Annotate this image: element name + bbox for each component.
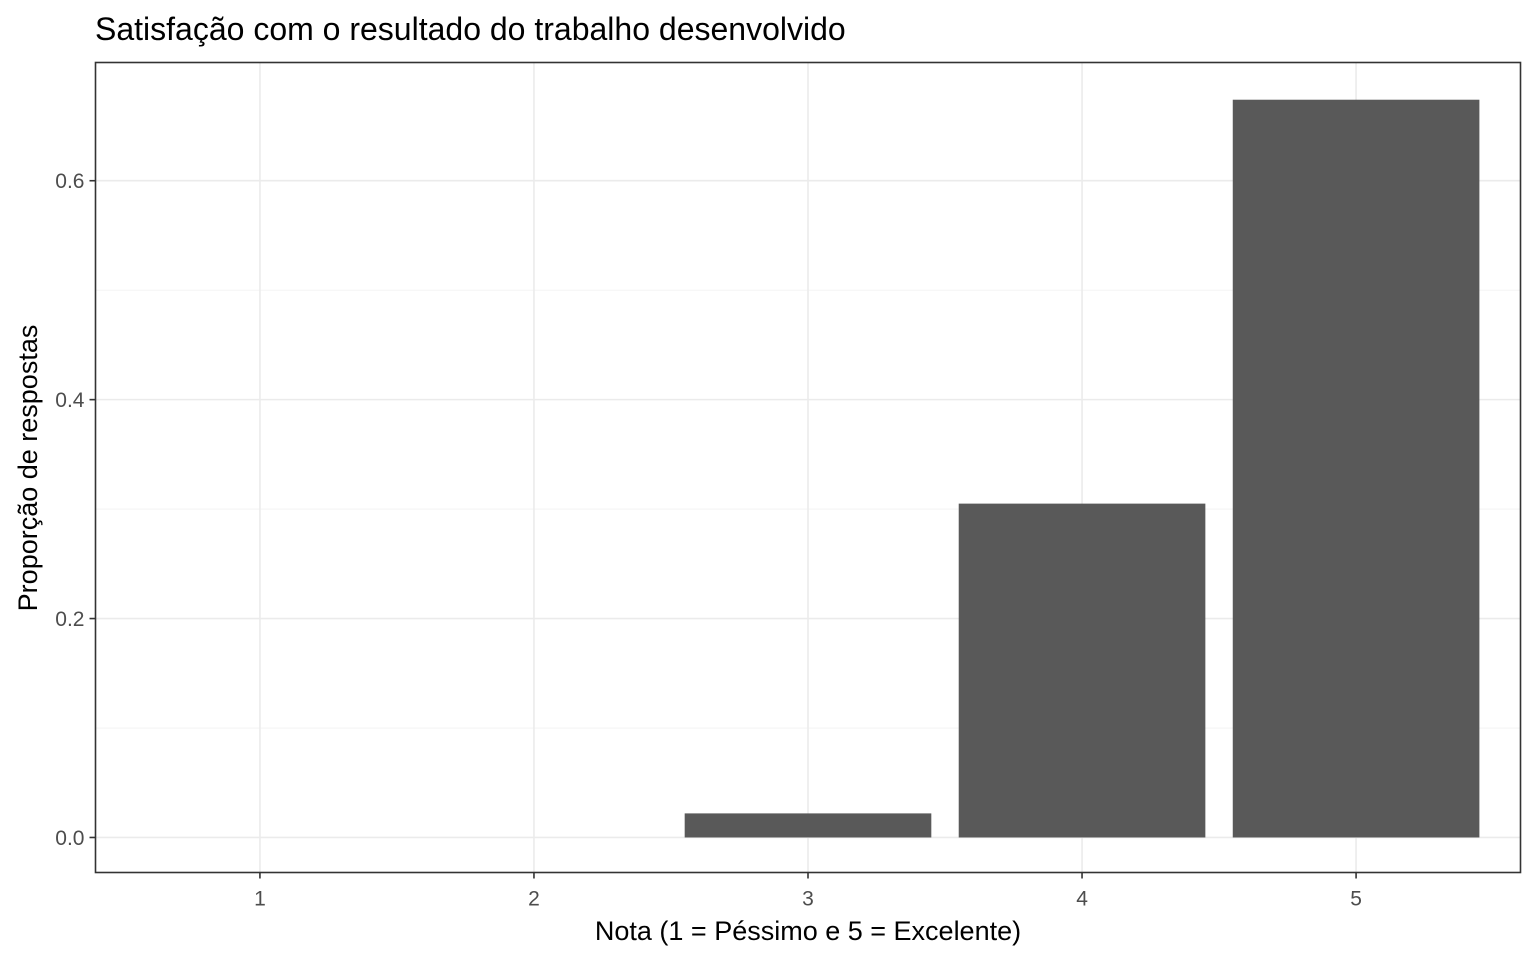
x-tick-label: 5 (1350, 888, 1362, 911)
x-axis: 1 2 3 4 5 (254, 872, 1362, 911)
y-tick-label: 0.4 (55, 389, 85, 412)
y-tick-label: 0.6 (55, 170, 84, 193)
bars (684, 99, 1480, 838)
x-tick-label: 3 (802, 888, 814, 911)
bar-5 (1232, 99, 1480, 838)
x-tick-label: 1 (254, 888, 266, 911)
bar-4 (958, 503, 1206, 838)
x-tick-label: 2 (528, 888, 540, 911)
chart-title: Satisfação com o resultado do trabalho d… (95, 11, 846, 47)
y-tick-label: 0.2 (55, 608, 84, 631)
x-axis-title: Nota (1 = Péssimo e 5 = Excelente) (595, 916, 1021, 946)
x-tick-label: 4 (1076, 888, 1088, 911)
y-tick-label: 0.0 (55, 827, 84, 850)
y-axis: 0.0 0.2 0.4 0.6 (55, 170, 96, 850)
bar-3 (684, 813, 932, 838)
y-axis-title: Proporção de respostas (13, 325, 43, 612)
